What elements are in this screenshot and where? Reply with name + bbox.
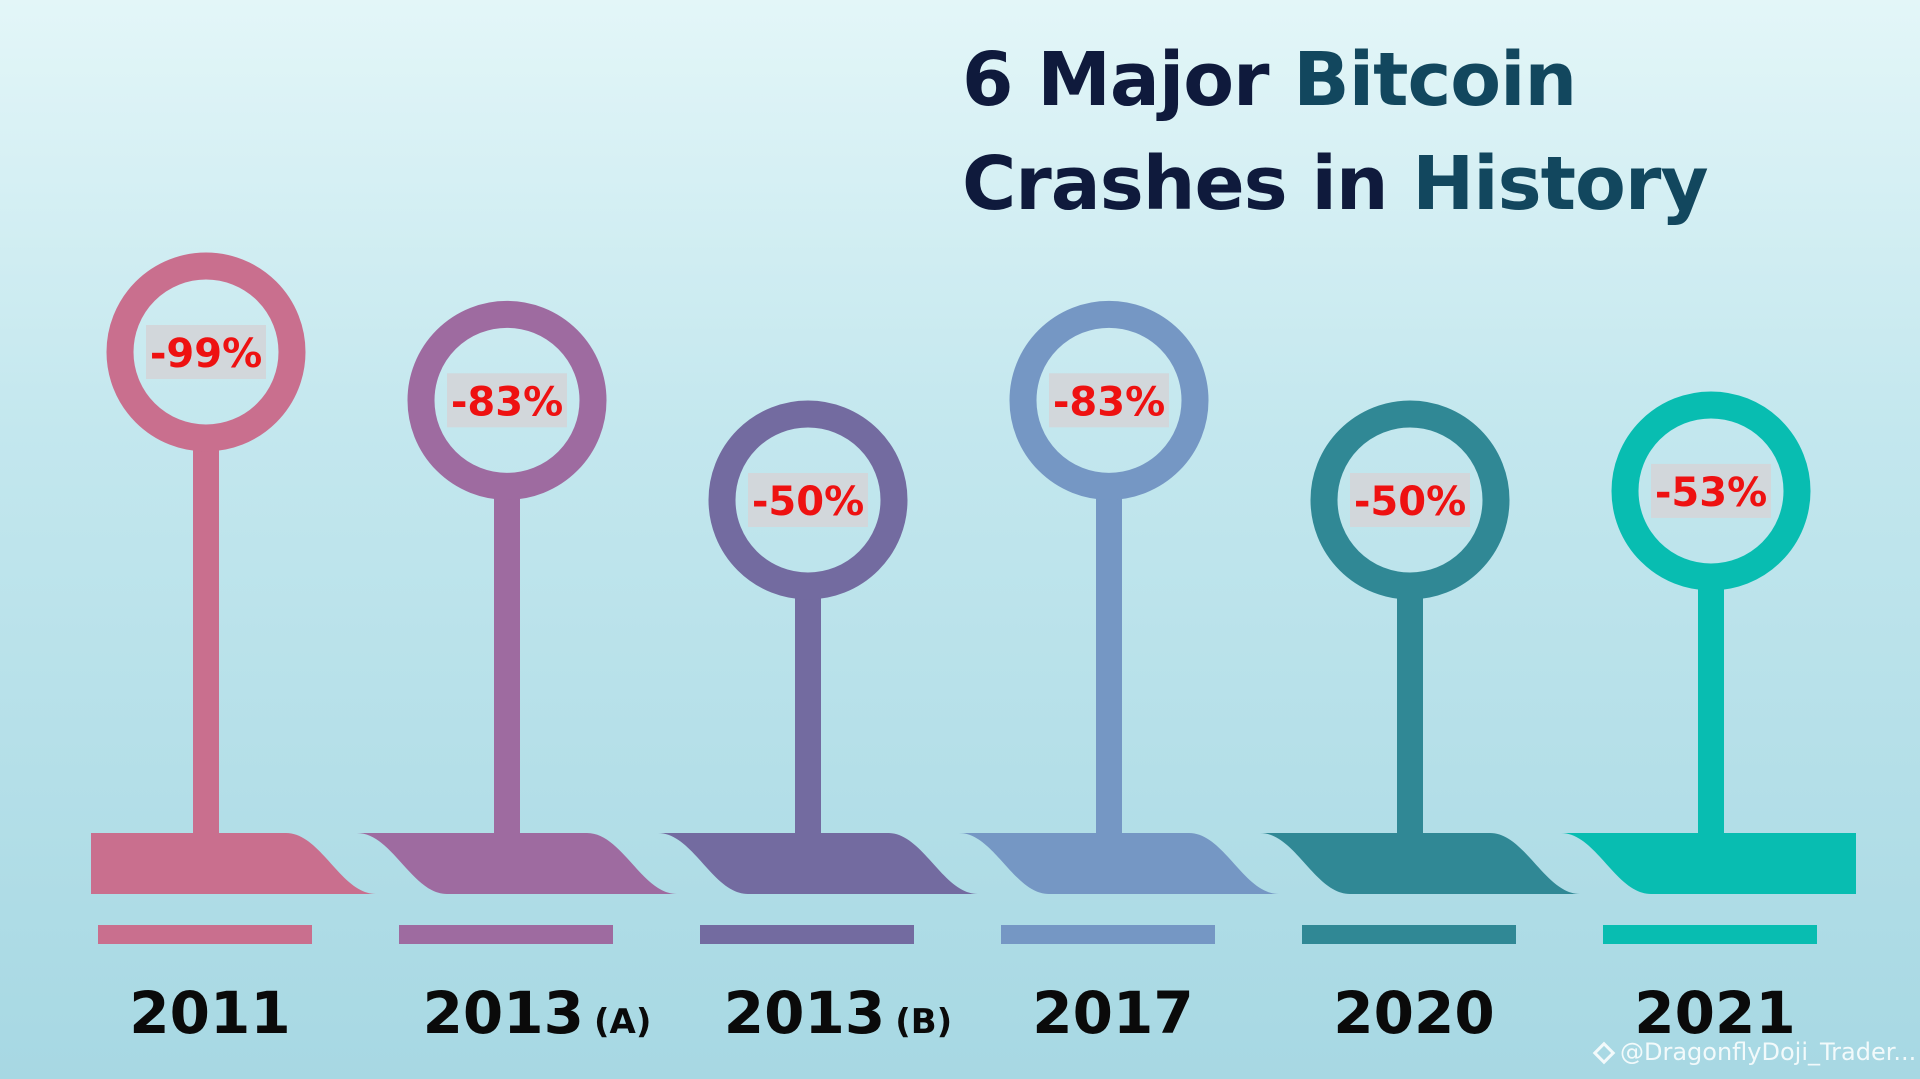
- pin-stem: [193, 433, 219, 835]
- category-tab: [98, 925, 312, 944]
- value-label-background: [447, 373, 567, 428]
- crash-marker: -50% 2020: [1260, 400, 1580, 1047]
- value-label: -83%: [1053, 379, 1165, 425]
- crash-marker: -50% 2013 (B): [658, 400, 978, 1047]
- crash-marker: -83% 2017: [959, 300, 1279, 1047]
- pin-stem: [1397, 581, 1423, 835]
- title-line-1-part-2: Bitcoin: [1293, 37, 1577, 123]
- value-label-background: [1651, 463, 1771, 518]
- pin-ring: [1310, 400, 1510, 600]
- category-label: 2011: [129, 979, 290, 1047]
- pin-ring: [106, 252, 306, 452]
- pin-stem: [494, 481, 520, 835]
- watermark: @DragonflyDoji_Trader...: [1592, 1038, 1917, 1066]
- binance-logo-icon: [1592, 1041, 1616, 1065]
- category-label: 2013 (A): [423, 979, 652, 1047]
- category-tab: [1603, 925, 1817, 944]
- value-label-background: [1350, 473, 1470, 527]
- category-year: 2017: [1032, 979, 1193, 1047]
- crash-marker: -53% 2021: [1561, 391, 1856, 1047]
- value-label: -50%: [752, 479, 864, 525]
- base-slide: [1260, 833, 1580, 894]
- category-tab: [700, 925, 914, 944]
- pin-stem: [1698, 571, 1724, 835]
- crash-marker: -99% 2011: [91, 252, 376, 1047]
- category-tab: [1001, 925, 1215, 944]
- base-slide: [959, 833, 1279, 894]
- value-label: -50%: [1354, 479, 1466, 525]
- watermark-text: @DragonflyDoji_Trader...: [1620, 1038, 1917, 1066]
- pin-ring: [1009, 300, 1209, 500]
- category-label: 2013 (B): [724, 979, 952, 1047]
- category-label: 2020: [1333, 979, 1494, 1047]
- category-suffix: (A): [594, 1002, 651, 1042]
- pin-stem: [795, 581, 821, 835]
- category-tab: [1302, 925, 1516, 944]
- crash-marker: -83% 2013 (A): [357, 300, 677, 1047]
- category-label: 2021: [1634, 979, 1795, 1047]
- base-slide: [1561, 833, 1856, 894]
- value-label: -83%: [451, 379, 563, 425]
- value-label-background: [1049, 373, 1169, 428]
- title-line-2: Crashes in History: [962, 132, 1882, 236]
- value-label-background: [146, 325, 266, 379]
- value-label: -53%: [1655, 470, 1767, 516]
- pin-ring: [708, 400, 908, 600]
- category-year: 2013: [724, 979, 885, 1047]
- pin-ring: [1611, 391, 1811, 591]
- title-line-1: 6 Major Bitcoin: [962, 28, 1882, 132]
- category-suffix: (B): [895, 1002, 952, 1042]
- category-label: 2017: [1032, 979, 1193, 1047]
- pin-ring: [407, 300, 607, 500]
- category-year: 2021: [1634, 979, 1795, 1047]
- category-tab: [399, 925, 613, 944]
- pin-stem: [1096, 481, 1122, 835]
- chart-title: 6 Major Bitcoin Crashes in History: [962, 28, 1882, 236]
- category-year: 2011: [129, 979, 290, 1047]
- title-line-2-part-1: Crashes in: [962, 141, 1389, 227]
- value-label-background: [748, 473, 868, 527]
- value-label: -99%: [150, 331, 262, 377]
- title-line-1-part-1: 6 Major: [962, 37, 1270, 123]
- base-slide: [658, 833, 978, 894]
- base-slide: [91, 833, 376, 894]
- title-line-2-part-2: History: [1412, 141, 1708, 227]
- base-slide: [357, 833, 677, 894]
- category-year: 2013: [423, 979, 584, 1047]
- category-year: 2020: [1333, 979, 1494, 1047]
